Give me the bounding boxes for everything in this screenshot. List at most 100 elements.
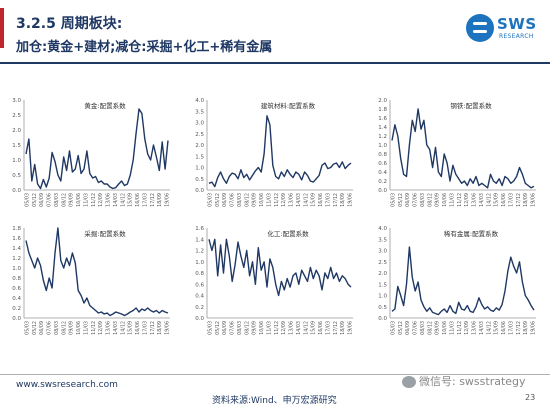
chart-panel-1: 0.0 0.5 1.0 1.5 2.0 2.5 3.0 05/03 05/12 06/09 07/0… <box>0 92 175 222</box>
x-tick-label: 06/09 <box>222 321 228 335</box>
x-tick-label: 08/12 <box>427 193 433 207</box>
sws-logo-icon <box>466 14 494 42</box>
y-tick-label: 0.0 <box>378 316 387 322</box>
series-line <box>391 108 535 189</box>
x-tick-label: 12/09 <box>464 321 470 335</box>
y-tick-label: 2.5 <box>378 260 387 266</box>
x-tick-label: 09/09 <box>252 321 258 335</box>
x-tick-label: 18/09 <box>157 321 163 335</box>
x-tick-label: 14/12 <box>303 321 309 335</box>
y-tick-label: 0.2 <box>12 306 21 312</box>
y-tick-label: 1.0 <box>378 143 387 149</box>
x-tick-label: 14/03 <box>296 321 302 335</box>
x-tick-label: 17/03 <box>508 321 514 335</box>
logo-text: SWS <box>497 15 537 33</box>
x-tick-label: 06/09 <box>39 321 45 335</box>
x-tick-label: 17/12 <box>150 193 156 207</box>
y-tick-label: 0.0 <box>195 316 204 322</box>
section-subtitle: 加仓:黄金+建材;减仓:采掘+化工+稀有金属 <box>16 40 273 55</box>
x-tick-label: 18/09 <box>340 193 346 207</box>
x-tick-label: 14/12 <box>120 193 126 207</box>
y-tick-label: 0.0 <box>378 188 387 194</box>
y-tick-label: 4.0 <box>378 226 387 232</box>
x-tick-label: 08/12 <box>427 321 433 335</box>
chart-svg-5: 0.0 0.2 0.4 0.6 0.8 1.0 1.2 1.4 1.6 05/03 05/12 06/… <box>195 226 353 335</box>
y-tick-label: 3.0 <box>195 121 204 127</box>
y-tick-label: 1.4 <box>378 125 387 131</box>
y-tick-label: 2.0 <box>12 128 21 134</box>
x-tick-label: 05/12 <box>215 193 221 207</box>
x-tick-label: 07/06 <box>47 193 53 207</box>
series-line <box>208 238 352 297</box>
chart-svg-6: 0.0 0.5 1.0 1.5 2.0 2.5 3.0 3.5 4.0 05/03 05/12 06/… <box>378 226 537 335</box>
x-tick-label: 12/09 <box>281 321 287 335</box>
x-tick-label: 14/12 <box>486 193 492 207</box>
x-tick-label: 16/06 <box>501 321 507 335</box>
x-tick-label: 08/12 <box>61 321 67 335</box>
x-tick-label: 05/03 <box>391 321 397 335</box>
x-tick-label: 08/12 <box>61 193 67 207</box>
x-tick-label: 19/06 <box>348 193 354 207</box>
x-tick-label: 15/09 <box>494 321 500 335</box>
footer-url[interactable]: www.swsresearch.com <box>16 380 118 390</box>
y-tick-label: 0.5 <box>378 305 387 311</box>
x-tick-label: 08/03 <box>54 321 60 335</box>
chart-panel-2: 0.0 0.5 1.0 1.5 2.0 2.5 3.0 3.5 4.0 05/03 05/12 06/… <box>183 92 358 222</box>
wechat-text: 微信号: swsstrategy <box>419 375 526 388</box>
x-tick-label: 05/03 <box>208 321 214 335</box>
chart-title: 采掘:配置系数 <box>84 229 126 238</box>
y-tick-label: 3.0 <box>12 98 21 104</box>
y-tick-label: 2.5 <box>12 113 21 119</box>
x-tick-label: 13/06 <box>106 193 112 207</box>
chart-svg-4: 0.0 0.2 0.4 0.6 0.8 1.0 1.2 1.4 1.6 1.8 05/03 05/12… <box>12 226 171 335</box>
x-tick-label: 05/12 <box>32 193 38 207</box>
x-tick-label: 14/03 <box>479 321 485 335</box>
x-tick-label: 11/12 <box>274 321 280 335</box>
y-tick-label: 1.8 <box>378 107 387 113</box>
chart-title: 黄金:配置系数 <box>84 101 126 110</box>
y-tick-label: 0.4 <box>12 296 21 302</box>
x-tick-label: 19/06 <box>531 193 537 207</box>
x-tick-label: 14/03 <box>479 193 485 207</box>
x-tick-label: 05/03 <box>25 193 31 207</box>
accent-bar <box>0 8 4 48</box>
chart-panel-5: 0.0 0.2 0.4 0.6 0.8 1.0 1.2 1.4 1.6 05/03 05/12 06/… <box>183 220 358 350</box>
x-tick-label: 14/12 <box>120 321 126 335</box>
x-tick-label: 19/06 <box>531 321 537 335</box>
y-tick-label: 1.6 <box>195 226 204 232</box>
y-tick-label: 0.6 <box>195 282 204 288</box>
x-tick-label: 06/09 <box>405 321 411 335</box>
y-tick-label: 2.0 <box>195 143 204 149</box>
y-tick-label: 3.0 <box>378 249 387 255</box>
x-tick-label: 05/03 <box>208 193 214 207</box>
x-tick-label: 15/09 <box>128 193 134 207</box>
x-tick-label: 12/09 <box>281 193 287 207</box>
y-tick-label: 1.2 <box>378 134 387 140</box>
chart-svg-3: 0.0 0.2 0.4 0.6 0.8 1.0 1.2 1.4 1.6 1.8 2.0 05/03 05… <box>378 98 537 207</box>
x-tick-label: 05/12 <box>32 321 38 335</box>
x-tick-label: 17/03 <box>142 321 148 335</box>
y-tick-label: 0.5 <box>12 173 21 179</box>
series-line <box>208 115 352 188</box>
y-tick-label: 0.2 <box>195 305 204 311</box>
x-tick-label: 08/03 <box>420 193 426 207</box>
x-tick-label: 09/09 <box>252 193 258 207</box>
x-tick-label: 10/06 <box>442 321 448 335</box>
x-tick-label: 11/12 <box>91 321 97 335</box>
x-tick-label: 19/06 <box>165 321 171 335</box>
x-tick-label: 18/09 <box>523 321 529 335</box>
x-tick-label: 11/03 <box>449 321 455 335</box>
y-tick-label: 1.5 <box>378 282 387 288</box>
x-tick-label: 11/12 <box>457 193 463 207</box>
x-tick-label: 18/09 <box>157 193 163 207</box>
x-tick-label: 05/12 <box>215 321 221 335</box>
x-tick-label: 17/12 <box>516 193 522 207</box>
y-tick-label: 1.5 <box>195 154 204 160</box>
x-tick-label: 11/12 <box>457 321 463 335</box>
x-tick-label: 12/09 <box>98 321 104 335</box>
x-tick-label: 13/06 <box>106 321 112 335</box>
x-tick-label: 08/03 <box>54 193 60 207</box>
x-tick-label: 08/03 <box>237 193 243 207</box>
y-tick-label: 1.0 <box>195 260 204 266</box>
header-divider <box>0 62 550 64</box>
